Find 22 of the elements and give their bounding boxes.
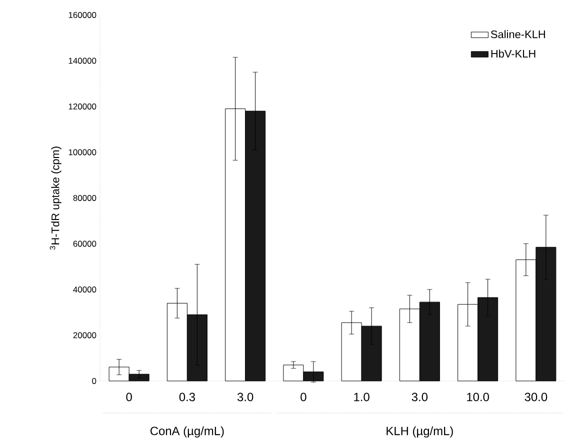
y-tick-label: 60000 [73,240,96,247]
y-tick-label: 100000 [68,149,96,156]
x-tick-label: 0.3 [179,392,195,402]
y-tick-label: 40000 [73,286,96,292]
x-tick-label: 30.0 [524,392,548,402]
y-tick-label: 140000 [68,58,96,64]
y-tick-label: 20000 [73,332,96,338]
text: KLH (µg/mL) [386,426,453,438]
y-tick-label: 160000 [68,12,96,18]
x-tick-label: 0 [300,392,306,402]
x-tick-label: 10.0 [467,392,489,402]
text: ConA (µg/mL) [150,426,224,438]
x-tick-label: 1.0 [354,392,370,402]
x-tick-label: 3.0 [412,392,428,402]
x-tick-label: 0 [126,392,132,402]
y-tick-label: 120000 [68,103,96,110]
legend-label: HbV-KLH [491,50,536,58]
y-axis-title: $^{3}$H-TdR uptake (cpm) [50,146,62,250]
y-tick-label: 0 [92,378,96,384]
y-tick-label: 80000 [73,194,96,201]
x-tick-label: 3.0 [237,392,254,402]
legend-label: Saline-KLH [490,30,545,38]
